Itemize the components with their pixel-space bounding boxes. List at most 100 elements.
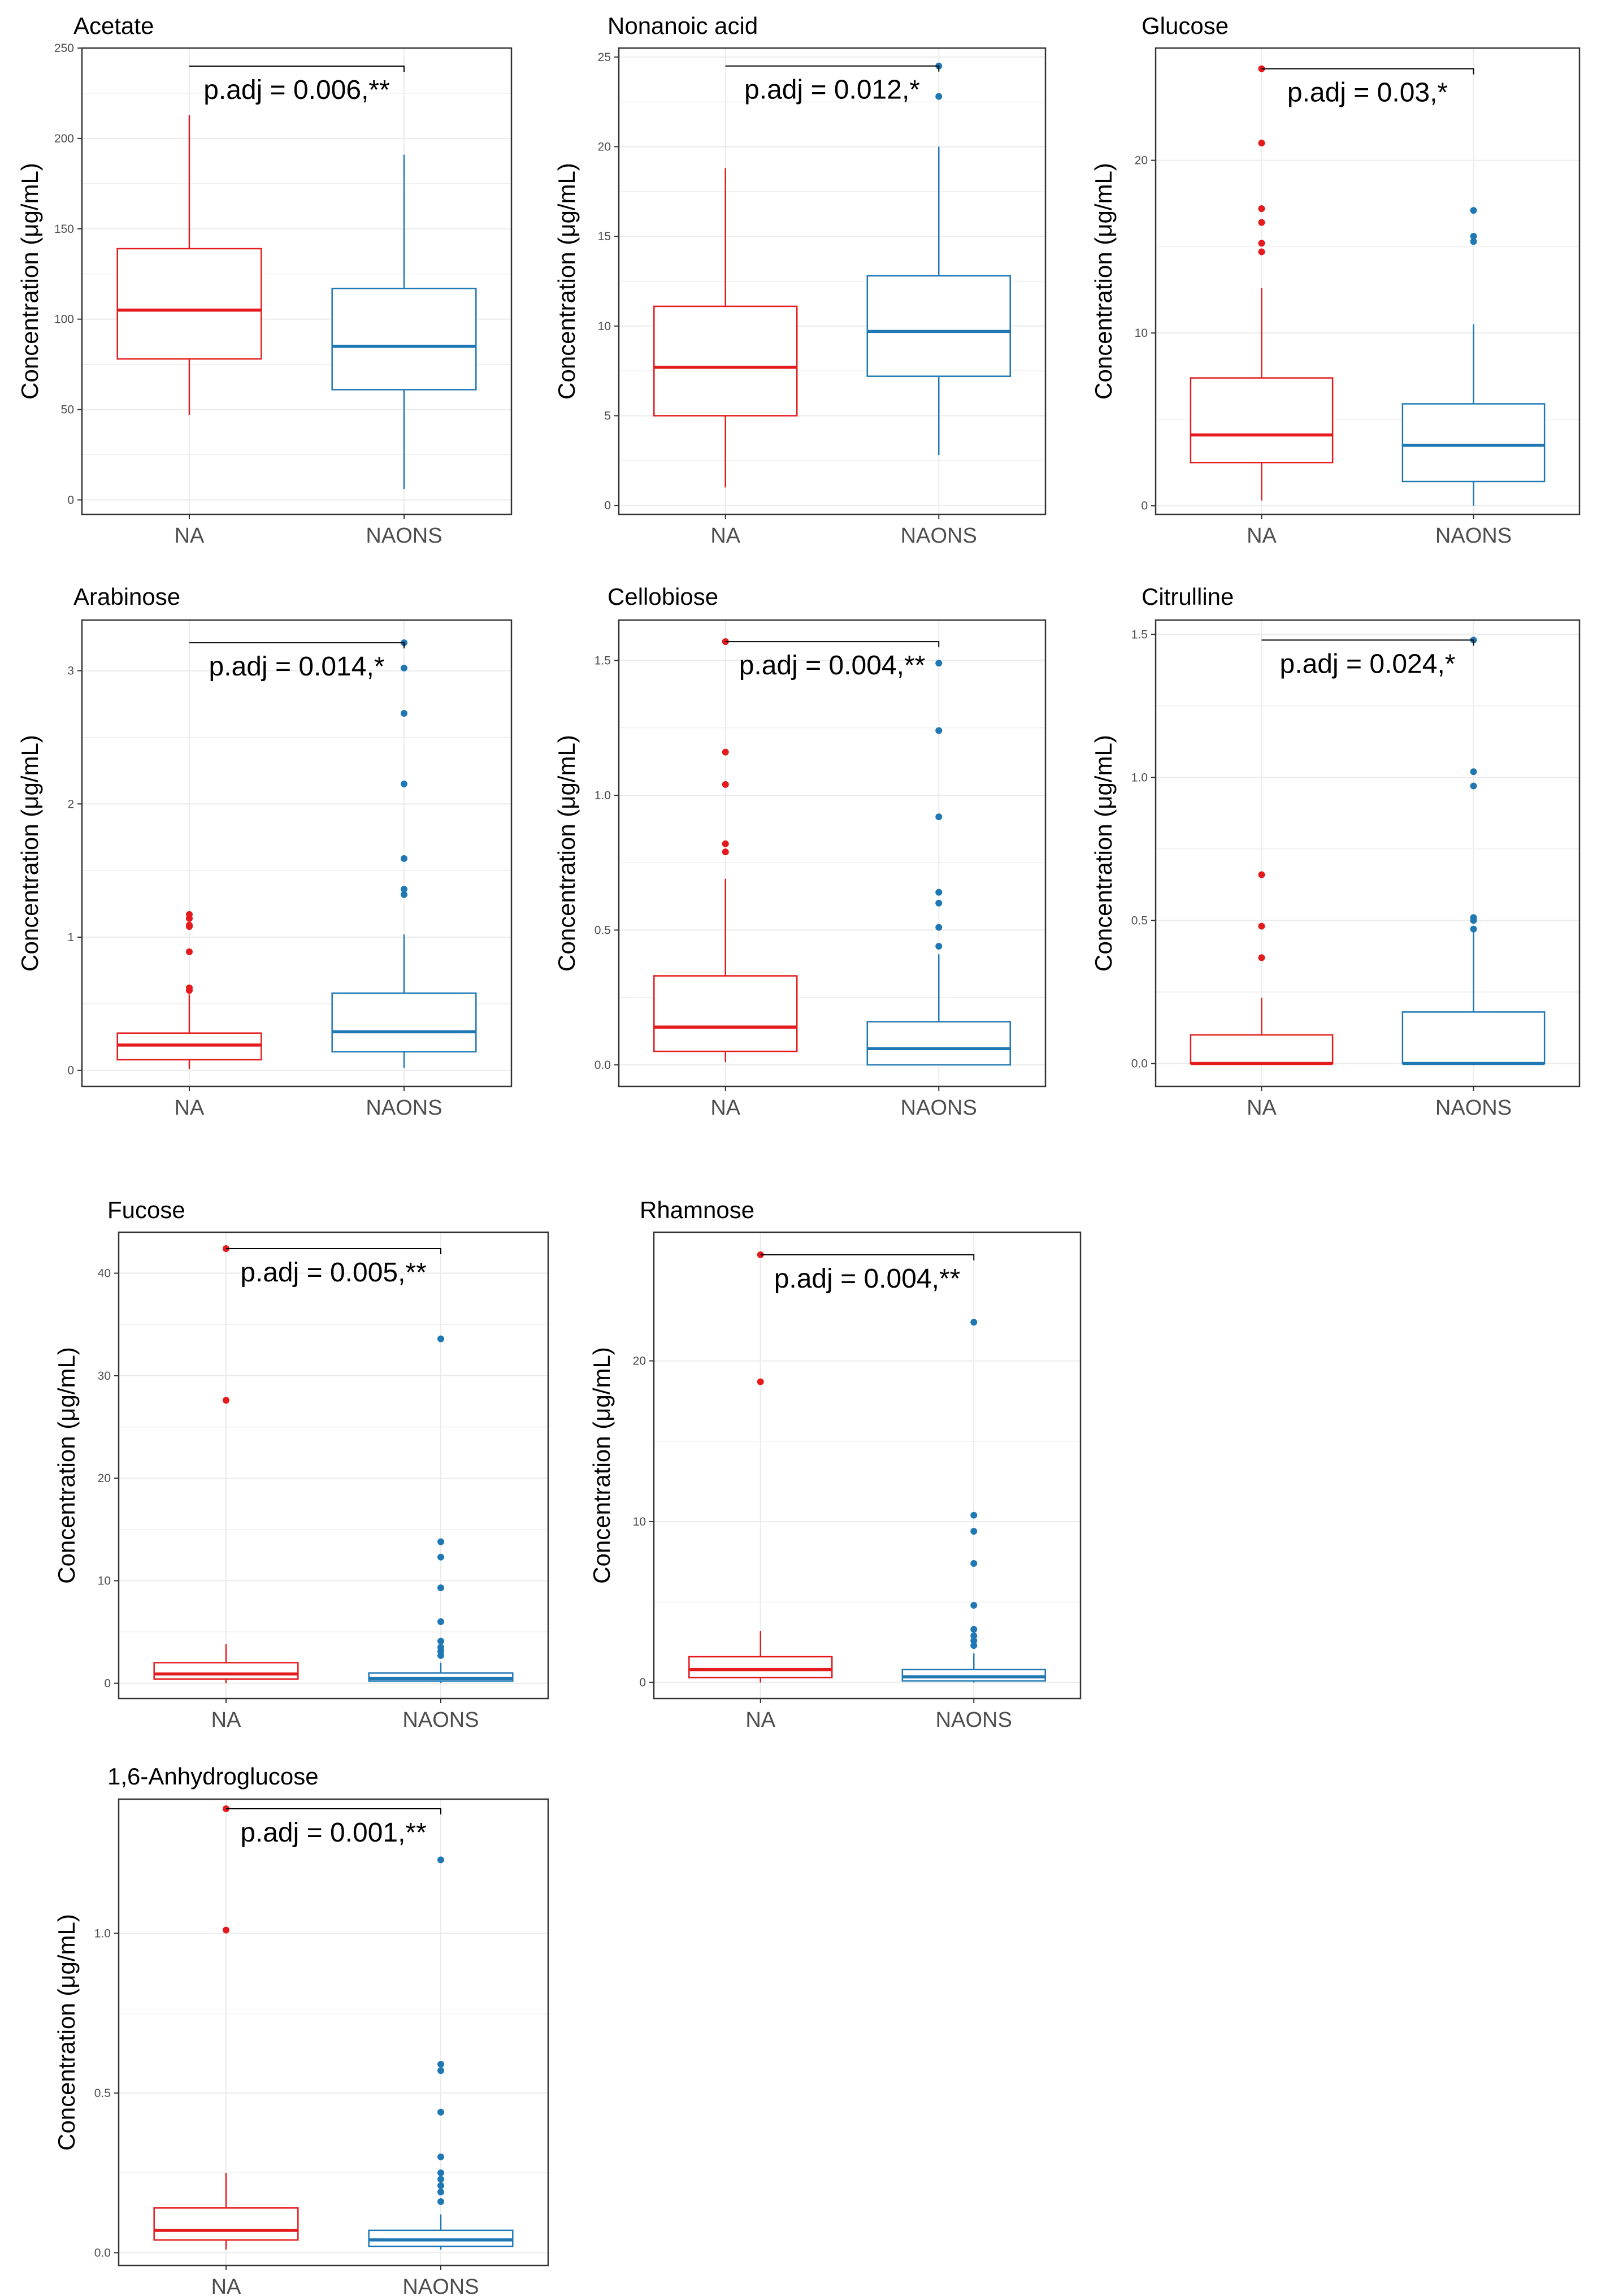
significance-bracket [725,65,940,72]
outlier-point [223,1926,229,1934]
panel-border [118,1231,549,1700]
iqr-box [866,275,1011,377]
significance-bracket [226,1248,441,1255]
p-value-label: p.adj = 0.005,** [240,1258,427,1288]
y-tick-label: 0 [639,1676,646,1689]
outlier-point [437,1553,444,1561]
chart-title: Cellobiose [607,583,718,610]
box-naons [866,62,1011,456]
outlier-point [437,2189,444,2196]
x-tick-label-na: NA [211,2275,241,2296]
y-tick-label: 1 [67,931,74,944]
outlier-point [437,2169,444,2177]
box-naons [368,1335,514,1683]
y-tick-label: 20 [1135,154,1148,167]
box-na [116,911,262,1069]
y-tick-label: 10 [1135,327,1148,340]
panel-background [119,1232,548,1699]
iqr-box [1190,1034,1334,1064]
outlier-point [935,943,943,950]
outlier-point [401,891,407,898]
iqr-box [331,288,477,391]
panel-border [618,619,1047,1088]
chart-panel-acetate: p.adj = 0.006,** 0 50 100 150 200 250 NA NAONS Ac… [16,12,513,548]
y-tick-label: 0.5 [1131,914,1148,927]
x-tick-label-na: NA [211,1708,241,1732]
y-tick-label: 2 [67,798,74,811]
significance-bracket [760,1254,975,1260]
outlier-point [935,727,943,734]
outlier-point [1258,219,1265,226]
outlier-point [935,889,943,896]
chart-title: Rhamnose [640,1197,754,1223]
y-tick-label: 20 [598,141,611,154]
y-tick-label: 20 [98,1472,111,1485]
y-axis-label: Concentration (μg/mL) [53,1347,80,1584]
y-tick-label: 250 [54,42,74,55]
outlier-point [935,924,943,931]
x-tick-label-na: NA [175,524,205,548]
iqr-box [866,1021,1011,1066]
y-tick-label: 30 [98,1370,111,1383]
box-na [1190,871,1334,1065]
box-naons [866,660,1011,1066]
p-value-label: p.adj = 0.03,* [1287,78,1448,108]
iqr-box [153,1662,299,1680]
outlier-point [1258,140,1265,147]
outlier-point [437,2067,444,2074]
significance-bracket [1261,68,1474,75]
box-na [153,1805,299,2250]
y-axis-label: Concentration (μg/mL) [16,163,43,400]
outlier-point [1470,207,1477,214]
y-tick-label: 20 [633,1355,646,1368]
outlier-point [1470,914,1477,921]
y-tick-label: 40 [98,1267,111,1280]
y-axis-label: Concentration (μg/mL) [588,1347,615,1584]
iqr-box [688,1656,833,1679]
p-value-label: p.adj = 0.004,** [774,1264,961,1294]
y-tick-label: 0.5 [94,2087,111,2100]
y-tick-label: 0 [104,1677,111,1690]
y-tick-label: 25 [598,51,611,64]
y-axis-label: Concentration (μg/mL) [1090,735,1117,972]
significance-bracket [226,1808,441,1814]
x-tick-label-na: NA [175,1096,205,1120]
iqr-box [901,1669,1046,1682]
outlier-point [437,1335,444,1342]
y-tick-label: 100 [54,313,74,326]
chart-panel-1-6-anhydroglucose: p.adj = 0.001,** 0.0 0.5 1.0 NA NAONS 1,6-Anhy… [53,1763,549,2296]
significance-bracket [1261,639,1474,646]
panel-border [1155,47,1581,515]
panel-border [81,619,513,1088]
outlier-point [757,1378,764,1385]
outlier-point [935,660,943,667]
p-value-label: p.adj = 0.006,** [203,75,390,105]
iqr-box [1401,1011,1546,1064]
outlier-point [970,1632,978,1640]
significance-bracket [189,642,405,649]
outlier-point [186,911,193,918]
chart-panel-arabinose: p.adj = 0.014,* 0 1 2 3 NA NAONS Arabinose Conce… [16,583,513,1120]
x-tick-label-naons: NAONS [1435,524,1512,548]
iqr-box [331,992,477,1052]
outlier-point [970,1642,978,1649]
p-value-label: p.adj = 0.004,** [739,651,926,681]
y-tick-label: 50 [61,404,74,417]
x-tick-label-naons: NAONS [402,2275,479,2296]
box-naons [331,154,477,489]
x-tick-label-naons: NAONS [901,1096,977,1120]
outlier-point [1258,248,1265,255]
outlier-point [186,921,193,929]
chart-title: Fucose [107,1197,185,1223]
outlier-point [186,948,193,955]
x-tick-label-na: NA [710,524,740,548]
panel-border [618,47,1047,515]
box-naons [331,639,477,1068]
outlier-point [1258,922,1265,930]
y-tick-label: 10 [633,1515,646,1528]
chart-title: 1,6-Anhydroglucose [107,1763,319,1790]
box-naons [1401,636,1546,1065]
y-tick-label: 0.0 [94,2246,111,2259]
outlier-point [437,2153,444,2160]
y-axis-label: Concentration (μg/mL) [1090,163,1117,400]
